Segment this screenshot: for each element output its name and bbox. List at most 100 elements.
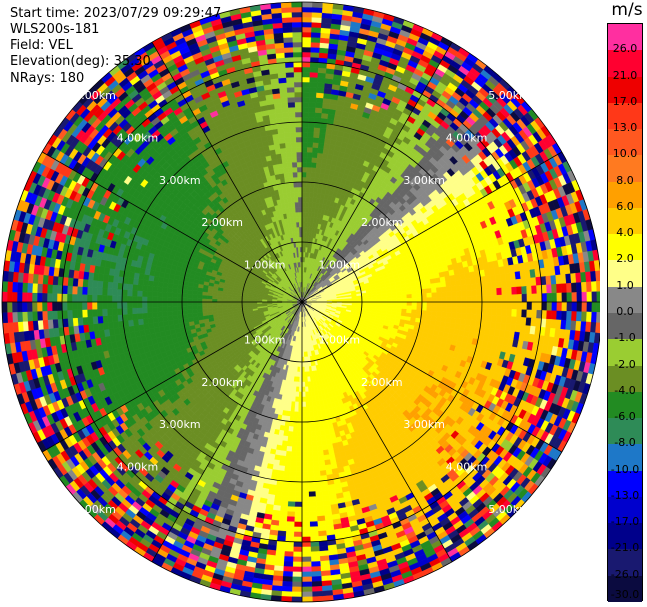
velocity-cell — [308, 101, 317, 108]
velocity-cell — [510, 316, 517, 325]
velocity-cell — [451, 301, 458, 308]
velocity-cell — [515, 316, 522, 326]
velocity-cell — [319, 127, 327, 134]
velocity-cell — [411, 293, 418, 299]
velocity-cell — [556, 283, 563, 294]
velocity-cell — [416, 297, 423, 303]
velocity-cell — [556, 292, 563, 303]
velocity-cell — [591, 301, 598, 313]
velocity-cell — [301, 66, 311, 73]
velocity-cell — [308, 106, 316, 113]
velocity-cell — [301, 81, 310, 88]
velocity-cell — [401, 294, 408, 299]
velocity-cell — [431, 306, 438, 312]
velocity-cell — [310, 31, 322, 38]
velocity-cell — [471, 301, 478, 309]
velocity-cell — [310, 56, 320, 63]
velocity-cell — [316, 87, 325, 94]
velocity-cell — [316, 82, 326, 89]
velocity-cell — [431, 292, 438, 298]
velocity-cell — [476, 301, 483, 309]
velocity-cell — [445, 311, 452, 318]
velocity-cell — [301, 161, 308, 168]
velocity-cell — [301, 71, 311, 78]
velocity-cell — [317, 147, 324, 154]
velocity-cell — [416, 293, 423, 299]
velocity-cell — [450, 312, 457, 319]
velocity-cell — [301, 36, 312, 43]
velocity-cell — [466, 289, 473, 297]
velocity-cell — [531, 293, 538, 303]
velocity-cell — [490, 315, 497, 323]
velocity-cell — [495, 315, 502, 324]
velocity-cell — [460, 278, 467, 286]
velocity-cell — [306, 171, 312, 178]
velocity-cell — [421, 305, 428, 311]
velocity-cell — [531, 285, 538, 295]
velocity-cell — [309, 76, 318, 83]
velocity-cell — [396, 294, 403, 299]
velocity-cell — [306, 156, 313, 163]
velocity-cell — [441, 291, 448, 298]
velocity-cell — [301, 91, 310, 98]
velocity-cell — [536, 285, 543, 295]
velocity-cell — [530, 317, 537, 327]
velocity-cell — [566, 310, 573, 322]
velocity-cell — [308, 91, 317, 98]
velocity-cell — [460, 318, 467, 326]
velocity-cell — [381, 304, 388, 309]
velocity-cell — [313, 132, 321, 139]
velocity-cell — [576, 291, 583, 303]
velocity-cell — [551, 301, 558, 312]
velocity-cell — [307, 126, 315, 133]
velocity-cell — [315, 97, 324, 104]
velocity-cell — [310, 172, 316, 178]
velocity-cell — [426, 306, 433, 312]
velocity-cell — [470, 277, 477, 285]
velocity-cell — [546, 284, 553, 294]
velocity-cell — [301, 41, 312, 48]
velocity-cell — [304, 216, 309, 223]
velocity-cell — [430, 282, 437, 289]
velocity-cell — [501, 287, 508, 296]
velocity-cell — [496, 308, 503, 317]
velocity-cell — [455, 312, 462, 319]
velocity-cell — [381, 295, 388, 300]
velocity-cell — [371, 296, 378, 300]
velocity-cell — [301, 201, 306, 208]
velocity-cell — [521, 286, 528, 295]
velocity-cell — [301, 96, 310, 103]
velocity-cell — [301, 141, 308, 148]
velocity-cell — [426, 292, 433, 298]
velocity-cell — [491, 301, 498, 310]
velocity-cell — [306, 151, 313, 158]
velocity-cell — [306, 161, 313, 168]
velocity-cell — [301, 21, 313, 28]
velocity-cell — [301, 136, 309, 143]
velocity-cell — [316, 92, 325, 99]
velocity-cell — [516, 286, 523, 295]
velocity-cell — [431, 310, 437, 317]
velocity-cell — [505, 279, 512, 288]
velocity-cell — [301, 186, 307, 193]
velocity-cell — [521, 293, 528, 303]
velocity-cell — [526, 285, 533, 295]
velocity-cell — [301, 116, 309, 123]
velocity-cell — [315, 102, 324, 109]
velocity-cell — [551, 310, 558, 321]
velocity-cell — [309, 66, 319, 73]
velocity-cell — [317, 142, 325, 149]
velocity-cell — [435, 315, 442, 322]
velocity-cell — [486, 288, 493, 296]
velocity-cell — [446, 306, 453, 313]
velocity-cell — [301, 61, 311, 68]
velocity-cell — [301, 11, 313, 18]
velocity-cell — [440, 316, 447, 323]
velocity-cell — [451, 296, 458, 303]
velocity-cell — [435, 282, 442, 289]
velocity-cell — [301, 6, 313, 13]
velocity-cell — [406, 294, 413, 299]
velocity-cell — [305, 181, 311, 188]
velocity-cell — [401, 290, 407, 296]
